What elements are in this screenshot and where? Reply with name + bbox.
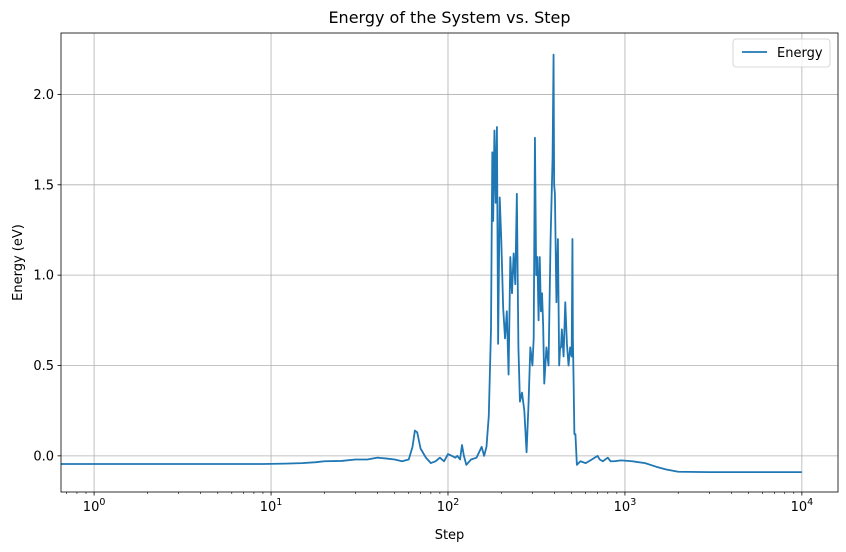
grid-lines bbox=[61, 33, 838, 492]
axis-ticks bbox=[57, 94, 803, 496]
y-tick-label-2: 1.0 bbox=[33, 269, 54, 284]
series-group bbox=[61, 53, 802, 474]
y-tick-label-4: 2.0 bbox=[33, 88, 54, 103]
plot-area bbox=[61, 33, 838, 492]
x-minor-ticks bbox=[66, 492, 795, 494]
legend-label-energy: Energy bbox=[777, 46, 823, 61]
legend-box bbox=[732, 38, 831, 68]
tick-labels: 100 101 102 103 104 0.0 0.5 1.0 1.5 2.0 bbox=[33, 88, 813, 515]
y-tick-label-3: 1.5 bbox=[33, 178, 54, 193]
x-axis-label: Step bbox=[435, 528, 465, 543]
x-tick-label-1: 101 bbox=[260, 497, 283, 515]
y-tick-label-0: 0.0 bbox=[33, 449, 54, 464]
legend: Energy bbox=[732, 38, 831, 68]
plot-frame bbox=[60, 32, 839, 493]
y-axis-label: Energy (eV) bbox=[11, 224, 26, 301]
x-tick-label-3: 103 bbox=[614, 497, 637, 515]
x-tick-label-2: 102 bbox=[437, 497, 460, 515]
chart-title: Energy of the System vs. Step bbox=[328, 8, 570, 27]
x-tick-label-4: 104 bbox=[791, 497, 814, 515]
x-tick-label-0: 100 bbox=[83, 497, 106, 515]
series-line-energy bbox=[61, 53, 802, 474]
y-tick-label-1: 0.5 bbox=[33, 359, 54, 374]
